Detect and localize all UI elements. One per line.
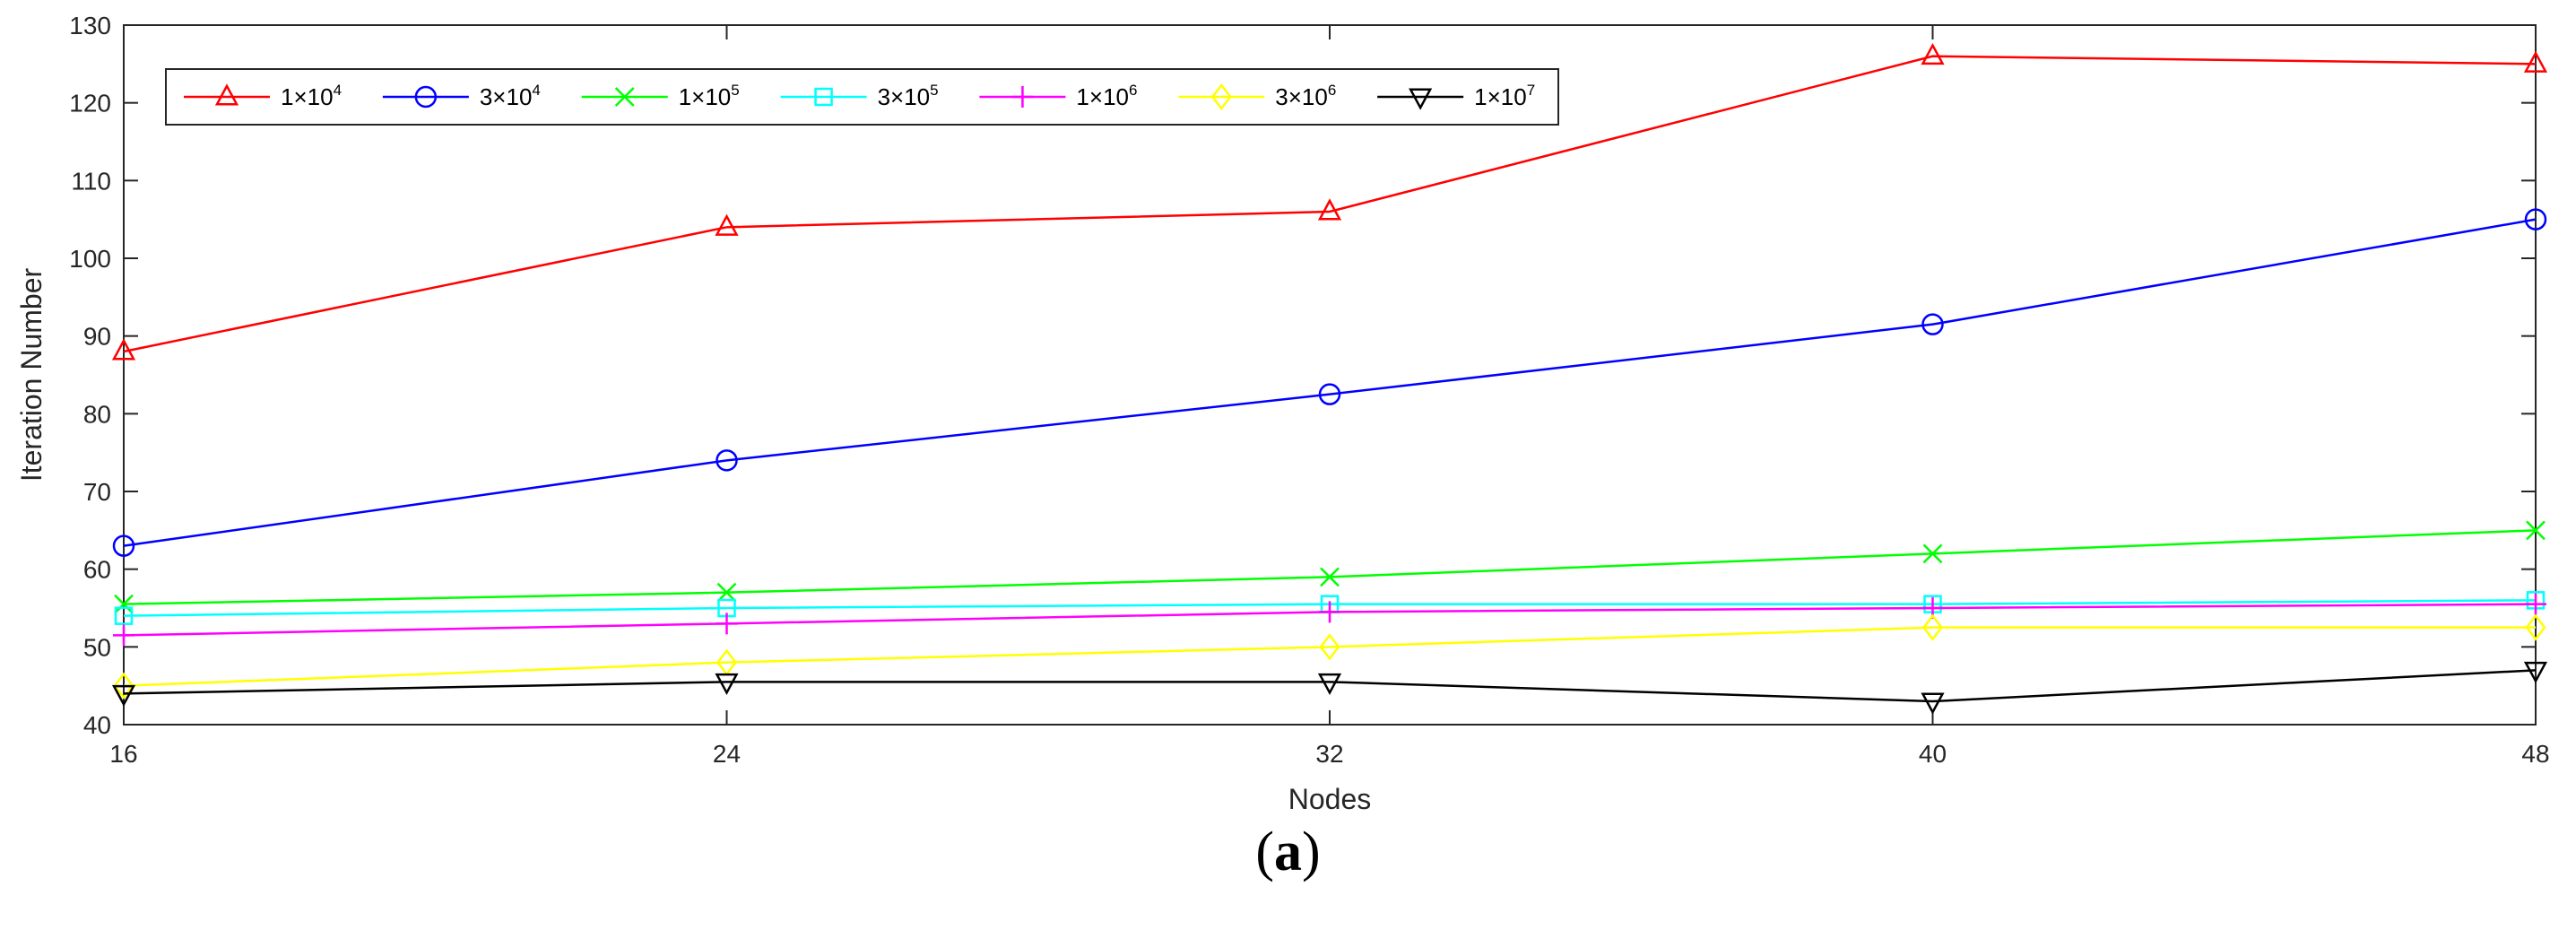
data-point [2524,208,2547,230]
legend-label-base: 3×10 [878,83,931,110]
legend-marker [414,85,438,109]
legend-marker [614,87,635,107]
legend-label-exponent: 7 [1527,82,1535,99]
data-point [2525,593,2546,615]
legend-marker [1011,86,1034,108]
legend-entry: 3×106 [1178,82,1336,111]
series-2 [114,520,2546,614]
x-tick-label: 32 [1315,740,1343,768]
y-tick-label: 80 [83,400,111,428]
data-point [113,624,134,647]
x-axis-label: Nodes [1288,783,1372,815]
data-point [1319,601,1340,623]
data-point [114,606,134,625]
y-tick-label: 40 [83,711,111,739]
legend-label-exponent: 6 [1129,82,1137,99]
series-4 [113,593,2546,647]
data-point [716,613,738,635]
data-point [2526,520,2546,541]
legend-marker [214,83,239,106]
series-1 [112,208,2547,557]
data-point [112,535,135,557]
series-line [123,218,2537,547]
legend-label-base: 1×10 [1076,83,1129,110]
data-point [1317,198,1342,221]
legend-label: 3×104 [480,82,541,110]
data-point [2525,613,2546,641]
data-point [113,672,134,700]
legend-label-exponent: 4 [334,82,342,99]
legend-entry: 1×105 [581,82,740,110]
legend: 1×104 3×104 1×105 3×105 1×106 3×106 1×107 [165,68,1559,126]
data-point [1921,42,1945,65]
y-tick-label: 90 [83,323,111,351]
data-point [716,582,737,603]
series-line [123,669,2537,703]
legend-label: 1×106 [1076,82,1137,110]
data-point [1320,567,1340,587]
y-tick-label: 120 [69,90,111,117]
y-tick-label: 130 [69,12,111,39]
legend-entry: 3×105 [780,82,939,110]
data-point [1921,613,1944,641]
x-tick-label: 16 [109,740,137,768]
legend-entry: 1×104 [184,82,342,110]
legend-label-base: 1×10 [1474,83,1527,110]
legend-entry: 1×107 [1377,82,1535,110]
legend-marker [1409,88,1433,110]
data-point [114,594,134,614]
caption-letter: a [1274,821,1302,882]
series-lines [111,42,2548,715]
legend-label-exponent: 4 [532,82,540,99]
caption-open-paren: ( [1255,821,1274,882]
data-point [1319,633,1340,661]
x-tick-label: 24 [713,740,741,768]
x-tick-label: 48 [2521,740,2549,768]
y-tick-label: 70 [83,478,111,506]
series-6 [111,661,2548,715]
legend-label-base: 1×10 [679,83,732,110]
legend-label-exponent: 6 [1328,82,1336,99]
legend-label: 3×106 [1275,82,1336,110]
data-point [1921,692,1945,715]
legend-label-base: 3×10 [1275,83,1328,110]
x-tick-label: 40 [1919,740,1947,768]
data-point [715,213,739,236]
legend-marker [814,87,833,107]
data-point [111,338,136,361]
data-point [1317,673,1342,696]
series-line [123,529,2537,605]
y-tick-label: 60 [83,556,111,584]
series-0 [111,42,2548,361]
y-tick-label: 110 [71,167,111,195]
data-point [1922,543,1943,564]
legend-label-exponent: 5 [930,82,938,99]
figure-caption: (a) [0,821,2576,884]
legend-marker [1210,83,1232,111]
series-line [123,55,2537,353]
y-tick-label: 100 [69,245,111,273]
legend-label: 1×104 [281,82,342,110]
data-point [2523,50,2548,73]
legend-label: 1×107 [1474,82,1535,110]
caption-close-paren: ) [1302,821,1321,882]
legend-entry: 1×106 [979,82,1137,110]
data-point [1318,383,1341,405]
data-point [1921,313,1944,335]
data-point [111,684,136,708]
legend-label: 3×105 [878,82,939,110]
y-axis-label: Iteration Number [15,267,48,482]
legend-label-base: 3×10 [480,83,533,110]
y-tick-label: 50 [83,633,111,661]
series-line [123,626,2536,687]
data-point [715,673,739,696]
legend-entry: 3×104 [382,82,541,110]
legend-label: 1×105 [679,82,740,110]
legend-label-exponent: 5 [731,82,739,99]
data-point [716,449,738,472]
data-point [2523,661,2548,684]
legend-label-base: 1×10 [281,83,334,110]
axes: 16 24 32 40 48 40 50 60 70 80 90 100 110 120 130 Nodes I… [15,12,2550,815]
